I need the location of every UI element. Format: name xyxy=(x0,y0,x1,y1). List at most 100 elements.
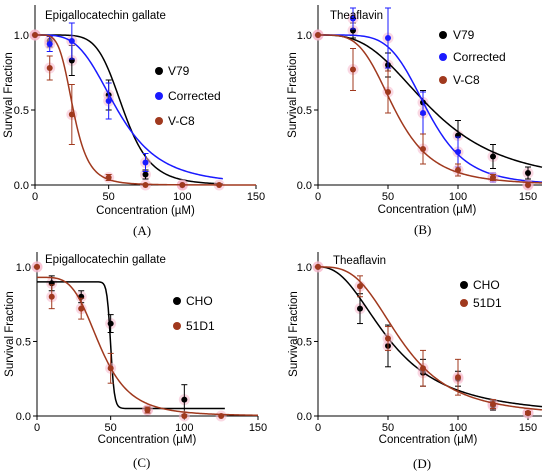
data-point xyxy=(181,396,188,403)
data-point xyxy=(216,182,223,188)
legend-marker-v79 xyxy=(439,31,447,39)
panel-b-caption: (B) xyxy=(414,222,431,237)
fit-curve-cho xyxy=(37,281,225,410)
data-point xyxy=(357,283,363,290)
legend-marker-v-c8 xyxy=(439,76,447,84)
y-tick-label: 0.5 xyxy=(16,336,31,348)
x-tick-label: 100 xyxy=(449,422,467,434)
series-v-c8 xyxy=(312,29,543,191)
legend-label-v79: V79 xyxy=(168,64,190,78)
x-tick-label: 0 xyxy=(32,191,38,203)
panel-c-ylabel: Survival Fraction xyxy=(4,291,16,377)
panel-a-title: Epigallocatechin gallate xyxy=(45,10,166,22)
data-point xyxy=(420,110,426,116)
data-point xyxy=(315,32,321,38)
data-point xyxy=(490,174,496,181)
data-point xyxy=(68,111,75,118)
legend-marker-v79 xyxy=(155,67,163,75)
x-tick-label: 100 xyxy=(175,422,193,434)
panel-a-ylabel: Survival Fraction xyxy=(3,52,15,138)
legend-marker-corrected xyxy=(155,92,163,100)
data-point xyxy=(144,407,151,414)
series-51d1 xyxy=(31,261,259,422)
panel-a-plot: 0 50 100 150 0.0 0.5 1.0 xyxy=(14,5,265,203)
legend-label-51d1: 51D1 xyxy=(186,319,215,333)
data-point xyxy=(357,305,363,312)
legend-marker-51d1 xyxy=(460,299,468,307)
data-point xyxy=(525,170,531,176)
data-point xyxy=(46,65,53,71)
data-point xyxy=(142,182,149,188)
legend-marker-v-c8 xyxy=(155,117,163,125)
fit-curve-corrected xyxy=(35,34,223,180)
legend-label-cho: CHO xyxy=(473,278,500,292)
data-point xyxy=(46,41,53,47)
data-point xyxy=(490,401,496,408)
data-point xyxy=(105,98,112,104)
x-tick-label: 50 xyxy=(382,191,394,203)
data-point xyxy=(385,35,391,41)
x-tick-label: 0 xyxy=(315,191,321,203)
data-point xyxy=(490,153,496,160)
x-tick-label: 50 xyxy=(105,422,117,434)
panel-b-legend: V79 Corrected V-C8 xyxy=(439,28,506,87)
data-point xyxy=(181,413,188,419)
data-point xyxy=(142,159,149,166)
series-v-c8 xyxy=(29,29,256,191)
data-point xyxy=(34,263,40,270)
y-tick-label: 0.0 xyxy=(297,180,312,192)
panel-d-ylabel: Survival Fraction xyxy=(288,291,300,377)
panel-a-caption: (A) xyxy=(133,223,151,238)
legend-label-v-c8: V-C8 xyxy=(453,73,480,87)
data-point xyxy=(385,89,391,95)
data-point xyxy=(48,293,55,300)
panel-c-xlabel: Concentration (µM) xyxy=(98,434,197,446)
x-tick-label: 150 xyxy=(519,191,537,203)
panel-c: 0 50 100 150 0.0 0.5 1.0 Epigallocatechin gall… xyxy=(4,252,267,470)
data-point xyxy=(107,320,114,327)
legend-label-cho: CHO xyxy=(186,294,213,308)
panel-d-title: Theaflavin xyxy=(333,255,386,267)
data-point xyxy=(68,38,75,44)
series-51d1 xyxy=(312,261,543,419)
legend-label-v79: V79 xyxy=(453,28,475,42)
x-tick-label: 50 xyxy=(103,191,115,203)
panel-c-legend: CHO 51D1 xyxy=(173,294,215,333)
data-point xyxy=(78,305,85,312)
data-point xyxy=(455,167,461,173)
y-tick-label: 1.0 xyxy=(297,30,312,42)
x-tick-label: 0 xyxy=(34,422,40,434)
y-tick-label: 0.5 xyxy=(14,105,29,117)
legend-marker-51d1 xyxy=(173,322,181,330)
y-tick-label: 0.5 xyxy=(297,105,312,117)
panel-d-caption: (D) xyxy=(413,456,431,471)
data-point xyxy=(107,365,114,372)
data-point xyxy=(142,171,149,178)
y-tick-label: 0.0 xyxy=(297,411,312,423)
x-tick-label: 100 xyxy=(173,191,191,203)
data-point xyxy=(350,66,356,73)
panel-b-ylabel: Survival Fraction xyxy=(287,52,299,138)
data-point xyxy=(218,413,225,419)
panel-c-plot: 0 50 100 150 0.0 0.5 1.0 xyxy=(16,252,267,434)
panel-b: 0 50 100 150 0.0 0.5 1.0 Theaflavin Concentrat… xyxy=(287,5,543,237)
y-tick-label: 1.0 xyxy=(14,30,29,42)
data-point xyxy=(525,182,531,188)
data-point xyxy=(105,174,112,181)
y-tick-label: 0.0 xyxy=(14,180,29,192)
legend-marker-cho xyxy=(173,297,181,305)
x-tick-label: 50 xyxy=(382,422,394,434)
legend-label-v-c8: V-C8 xyxy=(168,114,195,128)
fit-curve-v79 xyxy=(35,34,223,185)
legend-marker-corrected xyxy=(439,53,447,61)
legend-label-corrected: Corrected xyxy=(168,89,221,103)
panel-d: 0 50 100 150 0.0 0.5 1.0 Theaflavin Concentrat… xyxy=(288,252,543,471)
fit-curve-51d1 xyxy=(318,266,543,411)
fit-curve-v79 xyxy=(318,34,543,168)
data-point xyxy=(525,410,531,417)
data-point xyxy=(32,32,38,38)
panel-b-title: Theaflavin xyxy=(330,10,383,22)
y-tick-label: 1.0 xyxy=(297,262,312,274)
